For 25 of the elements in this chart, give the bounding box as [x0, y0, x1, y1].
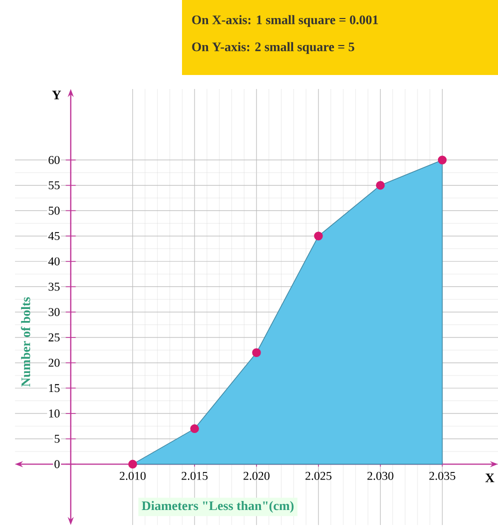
y-tick-label: 30: [48, 308, 60, 316]
y-tick-label: 55: [48, 181, 60, 190]
text: On Y-axis: 2 small square = 5: [192, 42, 354, 54]
y-tick-label: 25: [48, 333, 60, 342]
x-tick-label: 2.020: [244, 472, 270, 480]
y-tick-label: 50: [48, 206, 60, 215]
y-tick-label: 45: [48, 232, 60, 240]
y-tick-label: 10: [49, 409, 60, 418]
x-axis-title: Diameters "Less than"(cm): [142, 501, 294, 513]
y-tick-label: 60: [48, 156, 60, 164]
y-tick-label: 35: [48, 282, 60, 291]
x-tick-label: 2.010: [120, 472, 146, 480]
x-tick-label: 2.035: [429, 472, 456, 480]
x-tick-label: 2.015: [182, 472, 208, 480]
y-axis-title: Number of bolts: [20, 297, 30, 387]
y-tick-label: 20: [48, 358, 60, 367]
y-tick-label: 15: [49, 384, 60, 392]
y-tick-label: 0: [54, 460, 60, 468]
text: On X-axis: 1 small square = 0.001: [192, 15, 378, 27]
annotation: Y: [52, 90, 61, 100]
x-tick-label: 2.025: [306, 472, 332, 480]
y-tick-label: 5: [54, 434, 60, 443]
y-tick-label: 40: [48, 257, 60, 266]
annotation: X: [485, 474, 494, 482]
x-tick-label: 2.030: [367, 472, 394, 480]
